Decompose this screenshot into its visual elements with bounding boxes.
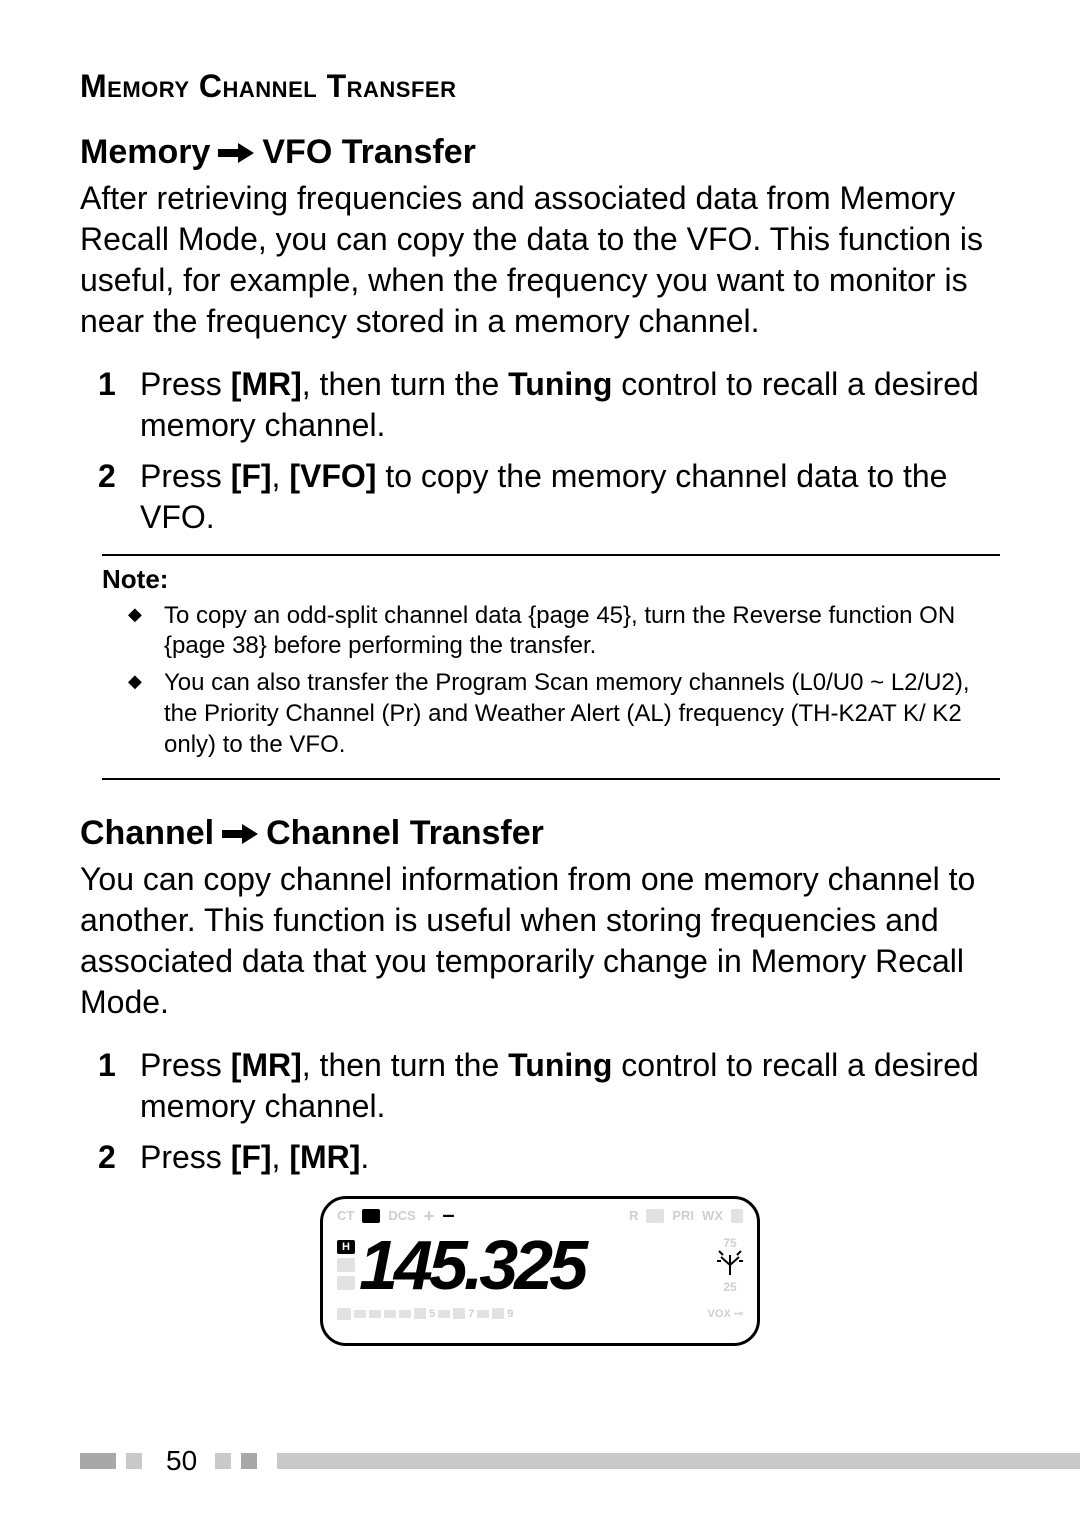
- section-heading: Memory Channel Transfer: [80, 68, 1000, 105]
- arrow-right-icon: [218, 142, 254, 164]
- lcd-right-indicators: 75: [717, 1237, 743, 1293]
- lcd-ghost-icon: [337, 1308, 351, 1320]
- subheading-post: Channel Transfer: [266, 814, 544, 853]
- footer-bars-left: [80, 1453, 142, 1469]
- list-number: 1: [98, 1045, 118, 1127]
- lcd-bar-icon: [399, 1310, 411, 1318]
- manual-page: Memory Channel Transfer Memory VFO Trans…: [0, 0, 1080, 1523]
- footer-bar-icon: [241, 1453, 257, 1469]
- ordered-list: 1 Press [MR], then turn the Tuning contr…: [80, 364, 1000, 538]
- lcd-bar-icon: [369, 1310, 381, 1318]
- subheading-memory-vfo: Memory VFO Transfer: [80, 133, 1000, 172]
- list-item: 1 Press [MR], then turn the Tuning contr…: [98, 1045, 1000, 1127]
- lcd-ghost-icon: [337, 1276, 355, 1290]
- footer-bar-icon: [80, 1453, 116, 1469]
- lcd-top-row: CT T DCS + – R PRI WX: [337, 1207, 743, 1225]
- list-text: Press [F], [MR].: [140, 1137, 369, 1178]
- lcd-h-flag-icon: H: [337, 1240, 355, 1254]
- lcd-ghost-icon: [337, 1258, 355, 1272]
- lcd-bar-icon: [354, 1310, 366, 1318]
- lcd-left-indicators: H: [337, 1240, 355, 1290]
- lcd-t-flag-icon: T: [362, 1209, 380, 1223]
- lcd-ghost-label: 75: [723, 1237, 736, 1249]
- lcd-ghost-label: VOX: [708, 1308, 731, 1320]
- note-box: Note: To copy an odd-split channel data …: [102, 554, 1000, 781]
- lcd-bar-icon: [438, 1310, 450, 1318]
- note-item: To copy an odd-split channel data {page …: [128, 601, 1000, 662]
- antenna-icon: [717, 1249, 743, 1281]
- lcd-ghost-label: 25: [723, 1281, 736, 1293]
- footer-bar-icon: [126, 1453, 142, 1469]
- list-item: 2 Press [F], [MR].: [98, 1137, 1000, 1178]
- note-list: To copy an odd-split channel data {page …: [102, 601, 1000, 761]
- page-footer: 50: [0, 1445, 1080, 1477]
- lcd-bar-icon: [492, 1308, 504, 1319]
- list-text: Press [MR], then turn the Tuning control…: [140, 364, 1000, 446]
- lcd-bottom-row: 5 7 9 VOX ⊸: [337, 1305, 743, 1323]
- lcd-bar-icon: [477, 1310, 489, 1318]
- note-item: You can also transfer the Program Scan m…: [128, 668, 1000, 760]
- ordered-list: 1 Press [MR], then turn the Tuning contr…: [80, 1045, 1000, 1178]
- footer-bars-right: [215, 1453, 1080, 1469]
- key-icon: ⊸: [734, 1307, 743, 1320]
- subheading-post: VFO Transfer: [262, 133, 476, 172]
- lcd-ghost-label: CT: [337, 1208, 354, 1223]
- subheading-channel-channel: Channel Channel Transfer: [80, 814, 1000, 853]
- lcd-frequency: 145.325: [359, 1230, 717, 1300]
- note-label: Note:: [102, 564, 1000, 595]
- list-text: Press [F], [VFO] to copy the memory chan…: [140, 456, 1000, 538]
- list-number: 1: [98, 364, 118, 446]
- lcd-screen: CT T DCS + – R PRI WX H 145.325: [320, 1196, 760, 1346]
- lcd-ghost-label: 5: [429, 1308, 435, 1320]
- list-item: 1 Press [MR], then turn the Tuning contr…: [98, 364, 1000, 446]
- lcd-ghost-label: 7: [468, 1308, 474, 1320]
- lcd-bar-icon: [414, 1308, 426, 1319]
- arrow-right-icon: [222, 823, 258, 845]
- list-number: 2: [98, 456, 118, 538]
- list-text: Press [MR], then turn the Tuning control…: [140, 1045, 1000, 1127]
- paragraph: After retrieving frequencies and associa…: [80, 178, 1000, 342]
- lcd-main-row: H 145.325 75: [337, 1225, 743, 1305]
- lcd-ghost-label: 9: [507, 1308, 513, 1320]
- lcd-ghost-icon: [646, 1209, 664, 1223]
- footer-bar-icon: [277, 1453, 1080, 1469]
- lcd-ghost-label: DCS: [388, 1208, 415, 1223]
- list-number: 2: [98, 1137, 118, 1178]
- lcd-illustration: CT T DCS + – R PRI WX H 145.325: [80, 1196, 1000, 1346]
- lcd-ghost-label: R: [629, 1208, 638, 1223]
- page-number: 50: [166, 1445, 197, 1477]
- subheading-pre: Memory: [80, 133, 210, 172]
- lcd-bar-icon: [453, 1308, 465, 1319]
- list-item: 2 Press [F], [VFO] to copy the memory ch…: [98, 456, 1000, 538]
- footer-bar-icon: [215, 1453, 231, 1469]
- lcd-ghost-label: PRI: [672, 1208, 694, 1223]
- lcd-ghost-label: WX: [702, 1208, 723, 1223]
- lcd-bar-icon: [384, 1310, 396, 1318]
- lcd-ghost-icon: [731, 1209, 743, 1223]
- paragraph: You can copy channel information from on…: [80, 859, 1000, 1023]
- subheading-pre: Channel: [80, 814, 214, 853]
